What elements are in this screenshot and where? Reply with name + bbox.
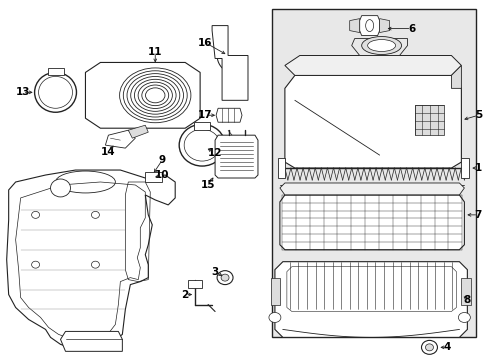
Ellipse shape bbox=[50, 179, 70, 197]
Polygon shape bbox=[461, 278, 470, 305]
Polygon shape bbox=[274, 262, 467, 337]
Ellipse shape bbox=[221, 274, 228, 281]
Polygon shape bbox=[285, 55, 461, 75]
Polygon shape bbox=[450, 66, 461, 88]
Text: 2: 2 bbox=[181, 289, 188, 300]
Polygon shape bbox=[277, 158, 285, 178]
Polygon shape bbox=[379, 19, 389, 32]
Text: 13: 13 bbox=[15, 87, 30, 97]
Text: 14: 14 bbox=[101, 147, 116, 157]
Ellipse shape bbox=[361, 37, 401, 54]
Polygon shape bbox=[128, 125, 148, 138]
Text: 10: 10 bbox=[155, 170, 169, 180]
Text: 8: 8 bbox=[463, 294, 470, 305]
Text: 11: 11 bbox=[148, 48, 162, 58]
Text: 1: 1 bbox=[474, 163, 481, 173]
Polygon shape bbox=[285, 75, 461, 168]
Polygon shape bbox=[145, 172, 162, 182]
Text: 4: 4 bbox=[443, 342, 450, 352]
Polygon shape bbox=[349, 19, 359, 32]
Ellipse shape bbox=[425, 344, 432, 351]
Polygon shape bbox=[212, 26, 247, 100]
Text: 7: 7 bbox=[474, 210, 481, 220]
Polygon shape bbox=[194, 122, 210, 130]
Polygon shape bbox=[270, 278, 279, 305]
Polygon shape bbox=[215, 135, 258, 178]
Text: 17: 17 bbox=[197, 110, 212, 120]
Polygon shape bbox=[216, 108, 242, 122]
Polygon shape bbox=[47, 68, 63, 75]
Text: 15: 15 bbox=[201, 180, 215, 190]
Text: 3: 3 bbox=[211, 267, 218, 276]
Text: 5: 5 bbox=[474, 110, 481, 120]
Polygon shape bbox=[359, 15, 379, 36]
Text: 16: 16 bbox=[198, 37, 212, 48]
Text: 12: 12 bbox=[207, 148, 222, 158]
Polygon shape bbox=[7, 170, 175, 349]
Ellipse shape bbox=[421, 340, 437, 354]
Polygon shape bbox=[351, 39, 407, 55]
Polygon shape bbox=[188, 280, 202, 288]
Ellipse shape bbox=[217, 271, 233, 285]
Polygon shape bbox=[461, 158, 468, 178]
Ellipse shape bbox=[268, 312, 280, 323]
Polygon shape bbox=[414, 105, 444, 135]
Ellipse shape bbox=[457, 312, 469, 323]
Bar bbox=[271, 9, 475, 337]
Polygon shape bbox=[279, 195, 464, 250]
Polygon shape bbox=[105, 130, 135, 148]
Text: 6: 6 bbox=[407, 24, 414, 33]
Text: 9: 9 bbox=[158, 155, 165, 165]
Polygon shape bbox=[279, 183, 464, 195]
Polygon shape bbox=[61, 332, 122, 351]
Ellipse shape bbox=[367, 40, 395, 51]
